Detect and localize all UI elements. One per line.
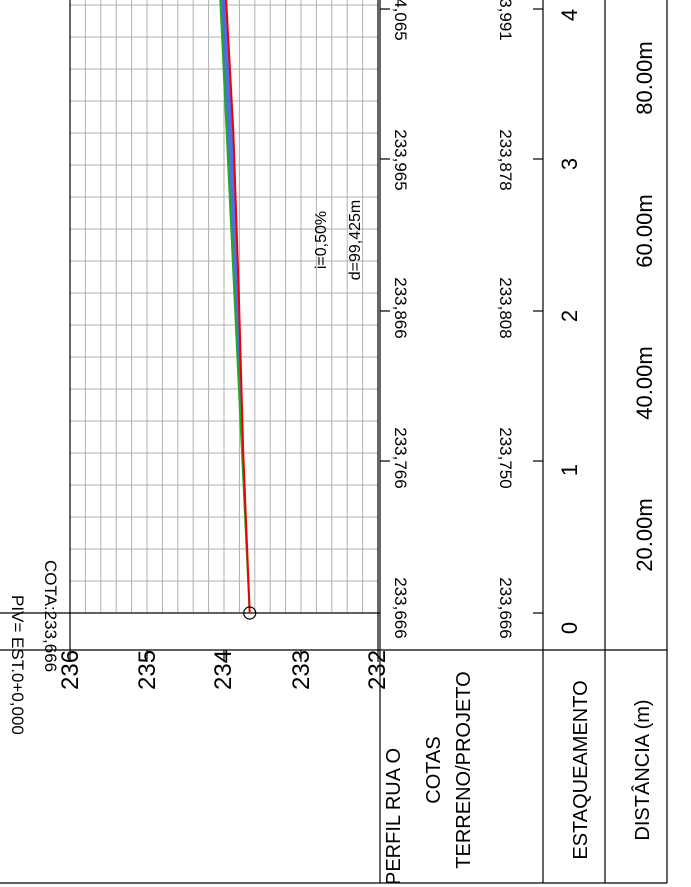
- projeto-line: [219, 0, 251, 614]
- terreno-elevation: 233,878: [496, 129, 515, 190]
- distance-label: 80.00m: [632, 41, 657, 114]
- station-number: 0: [557, 622, 582, 634]
- projeto-elevation: 234,065: [391, 0, 410, 41]
- station-number: 1: [557, 464, 582, 476]
- profile-lines: [219, 0, 257, 620]
- mirrored-text-layer: PIV= EST.0+0,000 COTA:233,666 233,666 23…: [8, 0, 515, 735]
- distance-label: 60.00m: [632, 194, 657, 267]
- piv-annotation: PIV= EST.0+0,000: [8, 595, 27, 735]
- y-tick-label: 235: [134, 650, 161, 690]
- projeto-elevation: 233,866: [391, 277, 410, 338]
- station-number: 2: [557, 310, 582, 322]
- terreno-elevation: 233,750: [496, 427, 515, 488]
- terreno-line: [225, 0, 251, 614]
- slope-annotation: i=0,50%: [313, 211, 330, 269]
- y-tick-label: 232: [364, 650, 391, 690]
- cota-annotation: COTA:233,666: [41, 560, 60, 672]
- y-tick-label: 233: [288, 650, 315, 690]
- terreno-elevation: 233,808: [496, 277, 515, 338]
- terreno-elevation: 233,991: [496, 0, 515, 41]
- projeto-elevation: 233,666: [391, 577, 410, 638]
- y-tick-label: 236: [57, 650, 84, 690]
- projeto-elevation: 233,766: [391, 427, 410, 488]
- row-header-cotas-sub: TERRENO/PROJETO: [453, 671, 475, 868]
- row-header-distancia: DISTÂNCIA (m): [631, 699, 654, 840]
- row-header-cotas: COTAS: [423, 736, 445, 803]
- station-number: 4: [557, 9, 582, 21]
- length-annotation: d=99,425m: [347, 200, 364, 281]
- row-header-estaqueamento: ESTAQUEAMENTO: [570, 680, 592, 859]
- distance-label: 20.00m: [632, 498, 657, 571]
- projeto-elevation: 233,965: [391, 129, 410, 190]
- station-number: 3: [557, 158, 582, 170]
- terreno-elevation: 233,666: [496, 577, 515, 638]
- plot-grid: [69, 0, 379, 614]
- chart-title: PERFIL RUA O: [383, 748, 405, 885]
- drawing-frame: [0, 0, 668, 884]
- distance-label: 40.00m: [632, 346, 657, 419]
- y-tick-label: 234: [210, 650, 237, 690]
- piv-marker: [243, 606, 257, 620]
- rotated-text-layer: 236 235 234 233 232 COTAS TERRENO/PROJET…: [57, 9, 657, 885]
